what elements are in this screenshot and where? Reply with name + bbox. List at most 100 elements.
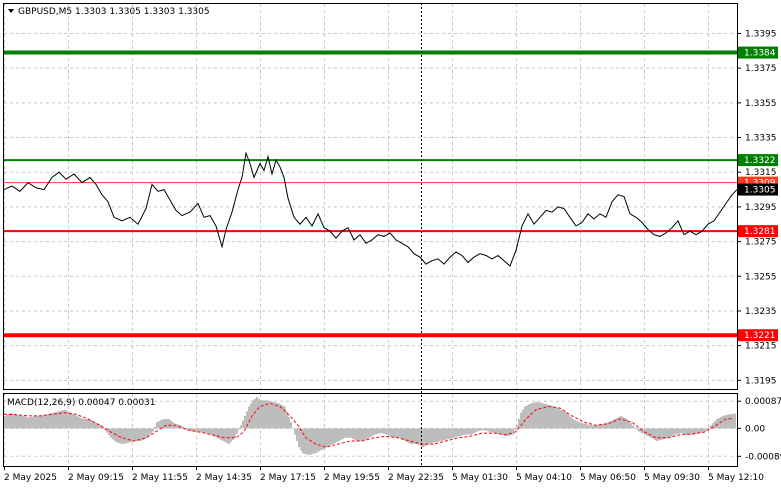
macd-bar: [124, 428, 126, 444]
macd-bar: [616, 418, 618, 429]
macd-bar: [410, 428, 412, 445]
macd-bar: [330, 428, 332, 446]
level-label-1.3221: 1.3221: [744, 331, 776, 341]
x-tick-label: 2 May 11:55: [132, 473, 188, 483]
macd-bar: [172, 422, 174, 429]
macd-bar: [422, 428, 424, 448]
macd-bar: [130, 428, 132, 442]
y-tick-label: 1.3375: [745, 64, 777, 74]
macd-bar: [690, 428, 692, 435]
macd-bar: [254, 398, 256, 429]
macd-bar: [260, 400, 262, 429]
macd-bar: [442, 428, 444, 441]
macd-bar: [686, 428, 688, 435]
grid: [4, 4, 737, 466]
macd-bar: [380, 428, 382, 434]
macd-bar: [534, 402, 536, 429]
macd-bar: [520, 412, 522, 429]
macd-bar: [278, 403, 280, 429]
macd-bar: [44, 414, 46, 429]
macd-bar: [28, 417, 30, 429]
macd-bar: [190, 428, 192, 432]
macd-bar: [250, 403, 252, 429]
macd-bar: [460, 428, 462, 436]
macd-bar: [492, 428, 494, 433]
macd-bar: [712, 423, 714, 429]
macd-bar: [676, 428, 678, 435]
macd-bar: [256, 397, 258, 429]
macd-bar: [268, 400, 270, 429]
macd-bar: [56, 411, 58, 429]
macd-bar: [350, 428, 352, 438]
macd-bar: [384, 428, 386, 435]
macd-bar: [468, 428, 470, 435]
macd-bar: [406, 428, 408, 442]
macd-bar: [584, 423, 586, 429]
current-price-label-bg: [738, 183, 778, 196]
macd-bar: [426, 428, 428, 446]
macd-bar: [112, 428, 114, 440]
macd-bar: [598, 424, 600, 429]
macd-bar: [158, 421, 160, 429]
macd-bar: [18, 414, 20, 429]
macd-bar: [74, 414, 76, 429]
macd-bar: [212, 428, 214, 436]
macd-bar: [200, 428, 202, 433]
macd-bar: [366, 428, 368, 439]
macd-bar: [544, 403, 546, 429]
macd-bar: [316, 428, 318, 453]
macd-bar: [524, 406, 526, 429]
macd-bar: [140, 428, 142, 441]
macd-bar: [398, 428, 400, 438]
macd-bar: [646, 428, 648, 436]
macd-bar: [50, 413, 52, 429]
macd-bar: [376, 428, 378, 435]
macd-bar: [356, 428, 358, 441]
macd-bar: [204, 428, 206, 434]
macd-tick-label: 0.00: [745, 424, 765, 434]
macd-bar: [334, 428, 336, 444]
macd-bar: [494, 428, 496, 434]
macd-panel-frame: [3, 393, 738, 467]
macd-bar: [542, 403, 544, 429]
macd-bar: [656, 428, 658, 441]
macd-bar: [24, 416, 26, 429]
macd-bar: [444, 428, 446, 440]
macd-bar: [706, 428, 708, 430]
macd-bar: [264, 400, 266, 429]
macd-bar: [54, 412, 56, 429]
macd-bar: [108, 428, 110, 436]
macd-bar: [592, 425, 594, 429]
macd-bar: [182, 426, 184, 429]
macd-bar: [638, 428, 640, 432]
macd-bar: [702, 428, 704, 433]
macd-bar: [504, 428, 506, 436]
macd-bar: [86, 419, 88, 429]
macd-bar: [540, 402, 542, 429]
macd-bar: [632, 425, 634, 429]
price-line: [3, 151, 738, 267]
macd-bar: [340, 428, 342, 440]
macd-bar: [228, 428, 230, 445]
price-levels: [4, 50, 737, 338]
y-tick-label: 1.3255: [745, 272, 777, 282]
macd-bar: [188, 428, 190, 431]
macd-bar: [10, 412, 12, 429]
macd-bar: [78, 416, 80, 429]
macd-bar: [46, 414, 48, 429]
macd-bar: [448, 428, 450, 439]
macd-bar: [474, 428, 476, 433]
macd-bar: [42, 415, 44, 429]
macd-bar: [662, 428, 664, 440]
current-price-label: 1.3305: [744, 186, 776, 196]
macd-bar: [432, 428, 434, 444]
macd-bar: [414, 428, 416, 445]
macd-bar: [354, 428, 356, 440]
x-tick-label: 5 May 01:30: [452, 473, 508, 483]
dropdown-triangle-icon[interactable]: [8, 9, 14, 13]
macd-bar: [574, 420, 576, 429]
macd-bar: [62, 410, 64, 429]
macd-bar: [202, 428, 204, 433]
macd-bar: [440, 428, 442, 441]
